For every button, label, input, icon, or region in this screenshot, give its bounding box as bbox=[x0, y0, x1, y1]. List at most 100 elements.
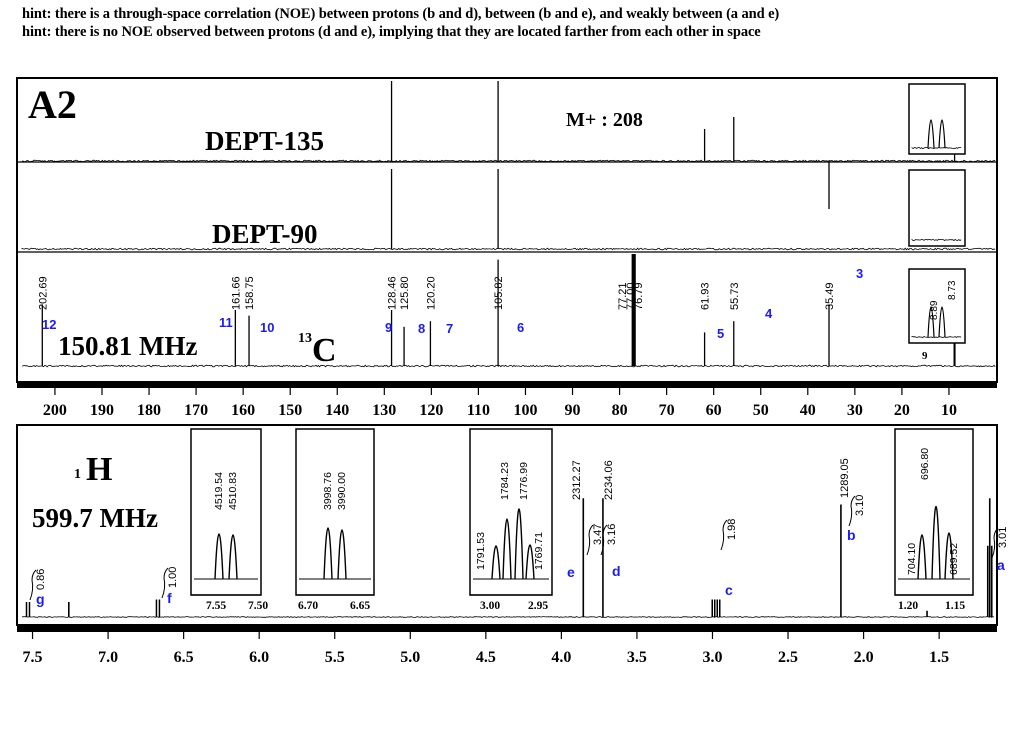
h1-tick-label: 6.0 bbox=[249, 649, 269, 666]
g-inset-label: 4510.83 bbox=[227, 472, 239, 510]
h1-integral: 0.86 bbox=[35, 569, 47, 590]
c13-shift-label: 105.82 bbox=[493, 276, 505, 310]
h1-proton-id: c bbox=[725, 582, 733, 598]
c13-tick-label: 20 bbox=[894, 402, 910, 419]
c13-carbon-id: 5 bbox=[717, 326, 724, 341]
c-inset-label: 1776.99 bbox=[518, 462, 530, 500]
c13-inset-label: 8.89 bbox=[929, 300, 940, 320]
h1-tick-label: 7.5 bbox=[23, 649, 43, 666]
h1-nucleus: H bbox=[86, 451, 112, 488]
h1-tick-label: 5.0 bbox=[400, 649, 420, 666]
mass-label: M+ : 208 bbox=[566, 109, 643, 131]
c13-tick-label: 180 bbox=[137, 402, 161, 419]
c13-shift-label: 158.75 bbox=[244, 276, 256, 310]
c-inset-label: 1791.53 bbox=[475, 532, 487, 570]
c13-tick-label: 130 bbox=[372, 402, 396, 419]
c-inset-label: 1784.23 bbox=[499, 462, 511, 500]
h1-tick-label: 4.5 bbox=[476, 649, 496, 666]
c13-frequency: 150.81 MHz bbox=[58, 331, 197, 361]
a-inset-tick-label: 1.20 bbox=[898, 600, 918, 612]
c13-tick-label: 40 bbox=[800, 402, 816, 419]
c13-tick-label: 50 bbox=[753, 402, 769, 419]
h1-integral: 3.16 bbox=[606, 524, 618, 545]
h1-peak-label: 2234.06 bbox=[603, 460, 615, 500]
c13-carbon-id: 7 bbox=[446, 321, 453, 336]
g-inset-tick-label: 7.55 bbox=[206, 600, 226, 612]
h1-baseline bbox=[22, 617, 994, 618]
a-inset-label: 696.80 bbox=[919, 448, 931, 480]
c13-tick-label: 190 bbox=[90, 402, 114, 419]
f-inset-tick-label: 6.70 bbox=[298, 600, 318, 612]
h1-integral: 1.98 bbox=[726, 519, 738, 540]
c-inset-tick-label: 2.95 bbox=[528, 600, 548, 612]
c13-tick-label: 80 bbox=[612, 402, 628, 419]
c13-carbon-id: 8 bbox=[418, 321, 425, 336]
c13-tick-label: 70 bbox=[659, 402, 675, 419]
h1-proton-id: e bbox=[567, 564, 575, 580]
c13-shift-label: 202.69 bbox=[37, 276, 49, 310]
h1-tick-label: 2.0 bbox=[854, 649, 874, 666]
c13-carbon-id: 11 bbox=[219, 315, 233, 330]
nmr-figure: A2 M+ : 208DEPT-135DEPT-90202.69 161.66 158… bbox=[0, 0, 1024, 736]
a-inset-label: 689.52 bbox=[948, 543, 960, 575]
h1-integral: 3.47 bbox=[592, 524, 604, 545]
c13-carbon-id: 4 bbox=[765, 306, 773, 321]
dept90-baseline bbox=[22, 248, 995, 250]
c13-tick-label: 90 bbox=[565, 402, 581, 419]
c13-tick-label: 160 bbox=[231, 402, 255, 419]
c13-shift-label: 128.46 bbox=[387, 276, 399, 310]
c13-tick-label: 30 bbox=[847, 402, 863, 419]
f-inset bbox=[296, 429, 374, 595]
c-inset-label: 1769.71 bbox=[533, 532, 545, 570]
c13-shift-label: 76.79 bbox=[633, 282, 645, 310]
panel-title: A2 bbox=[28, 82, 77, 127]
dept90-inset bbox=[909, 170, 965, 246]
h1-integral: 3.01 bbox=[997, 527, 1009, 548]
c13-tick-label: 150 bbox=[278, 402, 302, 419]
h1-integral: 3.10 bbox=[854, 495, 866, 516]
h1-tick-label: 4.0 bbox=[551, 649, 571, 666]
c13-inset-id: 9 bbox=[922, 350, 928, 362]
h1-tick-label: 6.5 bbox=[174, 649, 194, 666]
dept90-label: DEPT-90 bbox=[212, 219, 318, 249]
h1-proton-id: g bbox=[36, 591, 45, 607]
h1-peak-label: 1289.05 bbox=[839, 458, 851, 498]
h1-tick-label: 1.5 bbox=[929, 649, 949, 666]
c13-shift-label: 55.73 bbox=[729, 282, 741, 310]
f-inset-tick-label: 6.65 bbox=[350, 600, 370, 612]
g-inset bbox=[191, 429, 261, 595]
c13-nucleus: C bbox=[312, 332, 337, 369]
h1-axis-bar bbox=[17, 624, 997, 632]
g-inset-tick-label: 7.50 bbox=[248, 600, 268, 612]
c13-shift-label: 120.20 bbox=[425, 276, 437, 310]
h1-peak-label: 2312.27 bbox=[571, 460, 583, 500]
h1-tick-label: 2.5 bbox=[778, 649, 798, 666]
a-inset-label: 704.10 bbox=[906, 543, 918, 575]
c13-carbon-id: 9 bbox=[385, 320, 392, 335]
dept135-label: DEPT-135 bbox=[205, 126, 324, 156]
h1-tick-label: 5.5 bbox=[325, 649, 345, 666]
c13-mass-number: 13 bbox=[298, 331, 312, 346]
c13-baseline bbox=[22, 365, 995, 367]
f-inset-label: 3998.76 bbox=[322, 472, 334, 510]
c13-tick-label: 200 bbox=[43, 402, 67, 419]
c13-tick-label: 140 bbox=[325, 402, 349, 419]
c13-tick-label: 170 bbox=[184, 402, 208, 419]
c13-tick-label: 60 bbox=[706, 402, 722, 419]
c-inset-tick-label: 3.00 bbox=[480, 600, 500, 612]
h1-tick-label: 3.0 bbox=[702, 649, 722, 666]
c13-tick-label: 120 bbox=[419, 402, 443, 419]
h1-mass-number: 1 bbox=[74, 467, 81, 482]
c13-shift-label: 161.66 bbox=[230, 276, 242, 310]
c13-shift-label: 125.80 bbox=[399, 276, 411, 310]
h1-proton-id: f bbox=[167, 590, 172, 606]
c13-inset-label: 8.73 bbox=[947, 280, 958, 300]
h1-proton-id: a bbox=[997, 557, 1005, 573]
c13-tick-label: 10 bbox=[941, 402, 957, 419]
h1-frequency: 599.7 MHz bbox=[32, 503, 158, 533]
c13-tick-label: 110 bbox=[467, 402, 490, 419]
c13-tick-label: 100 bbox=[513, 402, 537, 419]
h1-proton-id: d bbox=[612, 563, 621, 579]
f-inset-label: 3990.00 bbox=[336, 472, 348, 510]
c13-shift-label: 35.49 bbox=[824, 282, 836, 310]
